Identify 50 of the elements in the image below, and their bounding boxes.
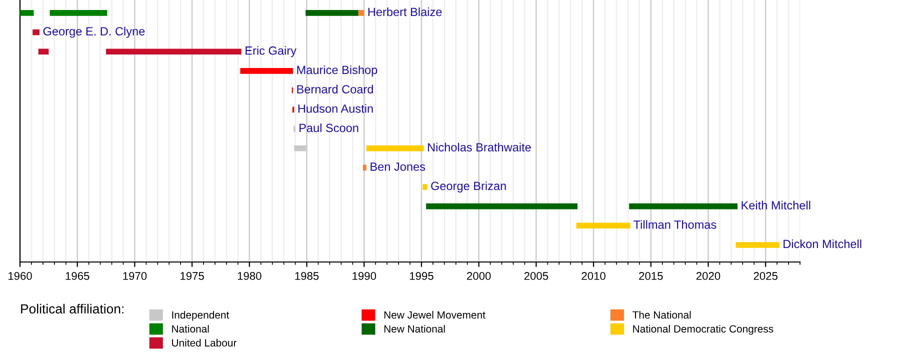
x-tick-label: 1960 bbox=[8, 272, 32, 280]
y-tick-label: Tillman Thomas bbox=[634, 220, 716, 229]
x-tick-label: 1980 bbox=[238, 272, 262, 280]
x-tick-label: 1965 bbox=[66, 272, 90, 280]
y-tick-label: Dickon Mitchell bbox=[784, 239, 862, 248]
x-tick-label: 2025 bbox=[754, 272, 778, 280]
legend-label: Independent bbox=[172, 310, 230, 321]
bar bbox=[306, 10, 358, 16]
x-tick-label: 2010 bbox=[582, 272, 606, 280]
y-tick-label: Ben Jones bbox=[370, 162, 426, 171]
y-tick-label: Bernard Coard bbox=[297, 84, 373, 94]
y-tick-label: Nicholas Brathwaite bbox=[428, 142, 531, 152]
bar bbox=[736, 242, 780, 248]
bar bbox=[38, 48, 49, 55]
bar bbox=[32, 29, 40, 36]
bar bbox=[366, 145, 424, 152]
legend-label: New National bbox=[384, 324, 445, 333]
bar bbox=[240, 68, 293, 74]
x-tick-label: 1975 bbox=[180, 272, 204, 280]
bar bbox=[50, 10, 108, 16]
y-tick-label: Eric Gairy bbox=[246, 46, 296, 58]
legend-label: National bbox=[172, 324, 209, 333]
bar bbox=[426, 203, 578, 210]
bar bbox=[358, 10, 364, 16]
bar bbox=[422, 184, 428, 190]
y-tick-label: George E. D. Clyne bbox=[43, 26, 145, 38]
bar bbox=[20, 10, 34, 16]
y-tick-label: Keith Mitchell bbox=[742, 200, 810, 210]
y-tick-label: Paul Scoon bbox=[300, 123, 358, 132]
y-tick-label: Maurice Bishop bbox=[297, 65, 378, 76]
legend-label: United Labour bbox=[172, 338, 237, 347]
x-tick-label: 2015 bbox=[639, 272, 663, 280]
bar bbox=[576, 222, 630, 229]
x-tick-label: 2000 bbox=[467, 272, 491, 280]
x-tick-label: 1995 bbox=[410, 272, 434, 280]
x-tick-label: 1985 bbox=[295, 272, 319, 280]
x-tick-label: 1990 bbox=[352, 272, 376, 280]
bar bbox=[362, 164, 366, 171]
y-tick-label: Herbert Blaize bbox=[368, 7, 442, 16]
bar bbox=[629, 203, 738, 210]
y-tick-label: George Brizan bbox=[431, 181, 506, 192]
legend-label: New Jewel Movement bbox=[384, 310, 486, 319]
bar bbox=[106, 48, 242, 55]
y-tick-label: Hudson Austin bbox=[298, 104, 373, 113]
legend-label: National Democratic Congress bbox=[633, 324, 774, 335]
x-tick-label: 1970 bbox=[123, 272, 147, 280]
x-tick-label: 2020 bbox=[696, 272, 720, 280]
x-tick-label: 2005 bbox=[524, 272, 548, 280]
legend-label: The National bbox=[632, 310, 691, 319]
legend-title: Political affiliation: bbox=[21, 304, 124, 314]
